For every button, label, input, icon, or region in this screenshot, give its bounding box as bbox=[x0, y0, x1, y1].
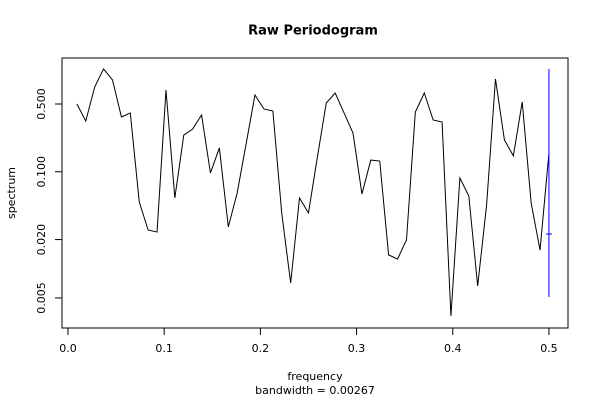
x-tick-label: 0.3 bbox=[348, 342, 366, 355]
x-tick-label: 0.5 bbox=[540, 342, 558, 355]
y-tick-label: 0.005 bbox=[35, 282, 48, 314]
chart-title: Raw Periodogram bbox=[248, 24, 378, 39]
x-tick-label: 0.2 bbox=[252, 342, 270, 355]
x-axis-label: frequency bbox=[287, 370, 343, 383]
x-tick-label: 0.1 bbox=[155, 342, 173, 355]
plot-box bbox=[61, 57, 569, 329]
spectrum-line bbox=[76, 67, 550, 317]
subtitle: bandwidth = 0.00267 bbox=[255, 384, 375, 397]
x-tick-label: 0.4 bbox=[444, 342, 462, 355]
y-axis-label: spectrum bbox=[5, 167, 18, 219]
y-tick-label: 0.500 bbox=[35, 88, 48, 120]
x-tick-label: 0.0 bbox=[59, 342, 77, 355]
y-tick-label: 0.020 bbox=[35, 224, 48, 256]
y-tick-label: 0.100 bbox=[35, 156, 48, 188]
